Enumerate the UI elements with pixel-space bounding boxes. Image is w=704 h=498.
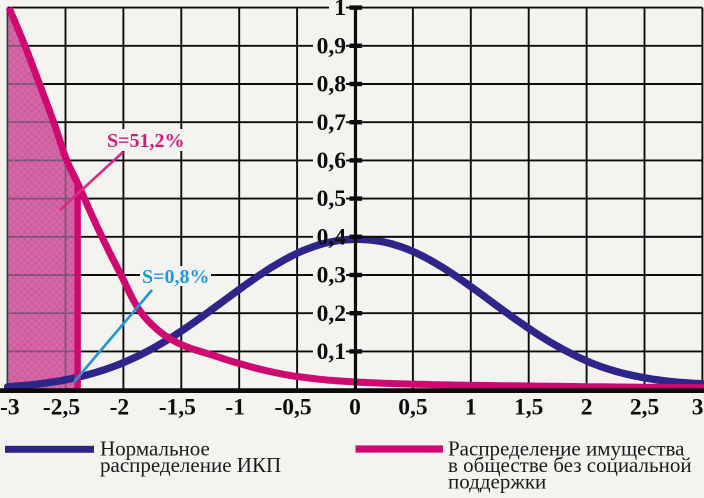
svg-text:S=51,2%: S=51,2% xyxy=(107,130,185,152)
svg-text:0,2: 0,2 xyxy=(317,301,346,327)
svg-text:1,5: 1,5 xyxy=(514,395,543,421)
svg-text:0,5: 0,5 xyxy=(317,186,346,212)
svg-text:0,8: 0,8 xyxy=(317,72,346,98)
svg-text:в обществе без социальной: в обществе без социальной xyxy=(448,453,692,477)
svg-text:0: 0 xyxy=(349,395,361,421)
svg-text:-2: -2 xyxy=(110,395,130,421)
svg-text:Нормальное: Нормальное xyxy=(100,437,210,461)
svg-text:Распределение имущества: Распределение имущества xyxy=(448,437,685,461)
svg-text:0,6: 0,6 xyxy=(317,148,347,174)
svg-text:1: 1 xyxy=(465,395,477,421)
svg-text:-1,5: -1,5 xyxy=(159,395,196,421)
svg-text:поддержки: поддержки xyxy=(448,470,546,494)
svg-text:-0,5: -0,5 xyxy=(274,395,311,421)
svg-text:-2,5: -2,5 xyxy=(43,395,80,421)
svg-text:-1: -1 xyxy=(225,395,245,421)
svg-text:0,9: 0,9 xyxy=(317,33,346,59)
svg-text:2: 2 xyxy=(581,395,593,421)
svg-text:0,3: 0,3 xyxy=(317,263,346,289)
svg-text:1: 1 xyxy=(334,0,346,21)
svg-text:распределение ИКП: распределение ИКП xyxy=(100,453,281,477)
svg-text:3: 3 xyxy=(692,395,704,421)
svg-text:2,5: 2,5 xyxy=(630,395,659,421)
svg-text:S=0,8%: S=0,8% xyxy=(142,266,210,288)
svg-text:0,7: 0,7 xyxy=(317,110,347,136)
svg-text:-3: -3 xyxy=(0,395,20,421)
svg-text:0,5: 0,5 xyxy=(398,395,427,421)
svg-text:0,4: 0,4 xyxy=(317,224,347,250)
svg-text:0,1: 0,1 xyxy=(317,339,346,365)
